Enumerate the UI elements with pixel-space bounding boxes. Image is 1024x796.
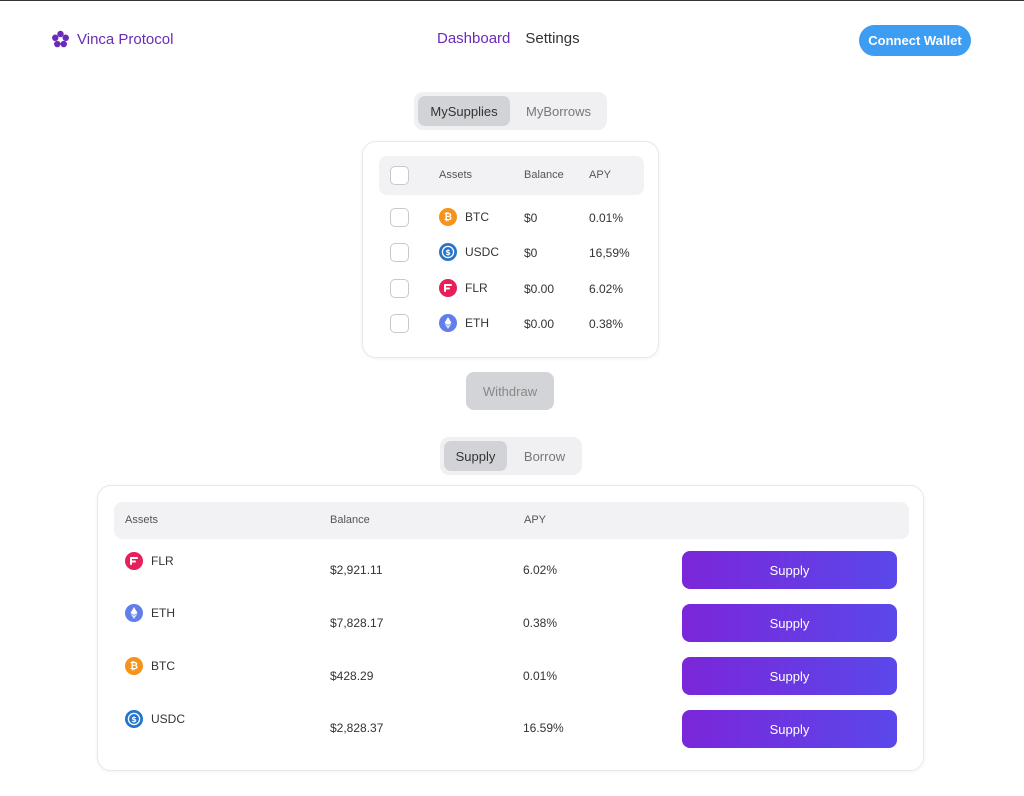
eth-icon <box>439 314 457 332</box>
asset-apy: 6.02% <box>523 563 558 577</box>
tab-borrow[interactable]: Borrow <box>523 448 566 464</box>
asset-balance: $7,828.17 <box>330 616 384 630</box>
btc-icon: ₿ <box>125 657 143 675</box>
brand-logo[interactable]: Vinca Protocol <box>51 30 173 49</box>
asset-apy: 0.38% <box>589 317 624 331</box>
asset-apy: 0.38% <box>523 616 558 630</box>
select-all-checkbox[interactable] <box>390 166 409 185</box>
header-apy: APY <box>589 169 612 181</box>
top-bar: Vinca Protocol Dashboard Settings Connec… <box>0 1 1024 79</box>
asset-balance: $428.29 <box>330 669 374 683</box>
withdraw-button[interactable]: Withdraw <box>466 372 554 410</box>
row-checkbox[interactable] <box>390 243 409 262</box>
row-checkbox[interactable] <box>390 314 409 333</box>
my-supplies-header: Assets Balance APY <box>379 156 644 195</box>
market-tabs: Supply Borrow <box>440 437 582 475</box>
svg-text:$: $ <box>445 248 451 257</box>
eth-icon <box>125 604 143 622</box>
my-supplies-card: Assets Balance APY ₿ BTC $0 0.01% $ USDC… <box>362 141 659 358</box>
header-assets: Assets <box>439 169 473 181</box>
asset-symbol: BTC <box>151 659 175 673</box>
svg-text:$: $ <box>131 715 137 724</box>
asset-symbol: USDC <box>151 712 186 726</box>
header-assets: Assets <box>125 514 159 526</box>
brand-name: Vinca Protocol <box>77 31 174 48</box>
asset-balance: $2,828.37 <box>330 721 384 735</box>
usdc-icon: $ <box>125 710 143 728</box>
asset-apy: 16,59% <box>589 246 630 260</box>
assets-table-header: Assets Balance APY <box>114 502 909 539</box>
asset-balance: $2,921.11 <box>330 563 383 577</box>
nav-dashboard[interactable]: Dashboard <box>437 30 511 47</box>
supply-button[interactable]: Supply <box>682 657 897 695</box>
flr-icon <box>439 279 457 297</box>
asset-apy: 0.01% <box>523 669 558 683</box>
supply-button[interactable]: Supply <box>682 604 897 642</box>
flower-icon <box>52 30 69 48</box>
asset-symbol: ETH <box>151 606 175 620</box>
asset-balance: $0.00 <box>524 317 555 331</box>
asset-symbol: ETH <box>465 316 489 330</box>
asset-symbol: FLR <box>465 281 488 295</box>
asset-symbol: USDC <box>465 245 500 259</box>
asset-balance: $0.00 <box>524 282 555 296</box>
header-balance: Balance <box>524 169 564 181</box>
tab-my-borrows[interactable]: MyBorrows <box>525 103 591 119</box>
tab-my-supplies[interactable]: MySupplies <box>418 96 510 126</box>
main-nav: Dashboard Settings <box>437 30 580 47</box>
header-balance: Balance <box>330 514 370 526</box>
asset-symbol: BTC <box>465 210 489 224</box>
asset-apy: 6.02% <box>589 282 624 296</box>
row-checkbox[interactable] <box>390 279 409 298</box>
position-tabs: MySupplies MyBorrows <box>414 92 607 130</box>
flr-icon <box>125 552 143 570</box>
asset-apy: 16.59% <box>523 721 564 735</box>
header-apy: APY <box>524 514 547 526</box>
row-checkbox[interactable] <box>390 208 409 227</box>
supply-button[interactable]: Supply <box>682 710 897 748</box>
assets-table-card: Assets Balance APY FLR $2,921.11 6.02% S… <box>97 485 924 771</box>
asset-apy: 0.01% <box>589 211 624 225</box>
asset-balance: $0 <box>524 211 538 225</box>
tab-supply[interactable]: Supply <box>444 441 507 471</box>
nav-settings[interactable]: Settings <box>525 30 580 47</box>
asset-balance: $0 <box>524 246 538 260</box>
connect-wallet-button[interactable]: Connect Wallet <box>859 25 971 56</box>
btc-icon: ₿ <box>439 208 457 226</box>
usdc-icon: $ <box>439 243 457 261</box>
asset-symbol: FLR <box>151 554 174 568</box>
supply-button[interactable]: Supply <box>682 551 897 589</box>
